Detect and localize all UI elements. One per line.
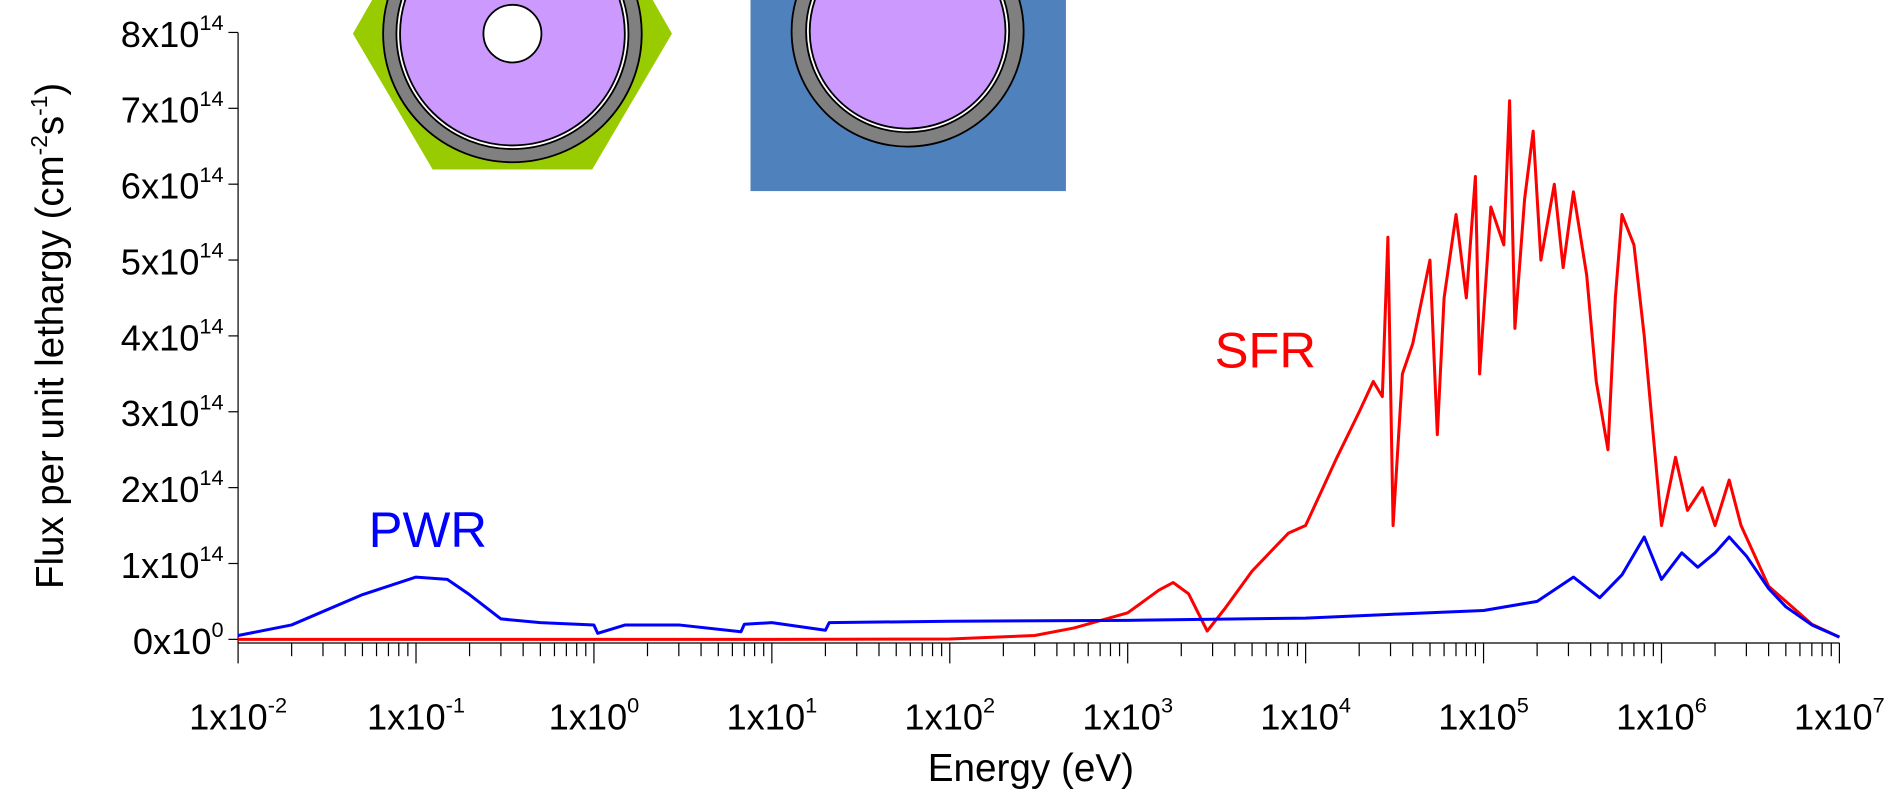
y-tick-base: 1x10 [121,545,200,586]
y-tick-exponent: 14 [199,389,223,414]
y-tick-base: 3x10 [121,393,200,434]
x-tick-exponent: 1 [805,693,817,718]
y-tick-base: 4x10 [121,317,200,358]
pwr-pin-cell [352,0,672,170]
x-tick-exponent: 4 [1339,693,1351,718]
y-label-part: ) [29,83,72,96]
series-annotation: SFR [1215,322,1317,379]
x-tick-exponent: -2 [268,693,287,718]
x-tick-base: 1x10 [1794,697,1873,738]
x-tick-base: 1x10 [904,697,983,738]
x-tick-exponent: 7 [1873,693,1885,718]
x-tick-base: 1x10 [1616,697,1695,738]
x-tick-label: 1x105 [1438,693,1529,738]
x-tick-label: 1x100 [549,693,640,738]
y-tick-exponent: 14 [199,465,223,490]
y-tick-exponent: 14 [199,541,223,566]
x-tick-label: 1x102 [904,693,995,738]
sfr-pin-cell [750,0,1066,192]
y-label-part: -1 [26,96,52,116]
y-tick-base: 8x10 [121,14,200,55]
y-tick-base: 5x10 [121,242,200,283]
x-tick-exponent: 0 [627,693,639,718]
x-tick-label: 1x107 [1794,693,1885,738]
series-line [237,535,1841,639]
y-tick-exponent: 14 [199,314,223,339]
x-tick-exponent: 2 [983,693,995,718]
y-label-part: Flux per unit lethargy (cm [29,155,72,589]
x-axis-label: Energy (eV) [928,747,1134,790]
y-tick-exponent: 14 [199,10,223,35]
x-tick-base: 1x10 [549,697,628,738]
y-tick-label: 2x1014 [121,465,224,510]
y-tick-label: 0x100 [133,617,224,662]
x-tick-exponent: 5 [1517,693,1529,718]
x-tick-label: 1x104 [1260,693,1351,738]
x-tick-exponent: 3 [1161,693,1173,718]
x-tick-exponent: -1 [446,693,465,718]
x-tick-label: 1x103 [1082,693,1173,738]
y-axis-label: Flux per unit lethargy (cm-2s-1) [26,83,72,589]
y-tick-label: 6x1014 [121,162,224,207]
y-tick-exponent: 14 [199,162,223,187]
y-tick-exponent: 14 [199,238,223,263]
y-tick-base: 2x10 [121,469,200,510]
x-tick-label: 1x106 [1616,693,1707,738]
y-tick-label: 8x1014 [121,10,224,55]
x-tick-base: 1x10 [1260,697,1339,738]
x-tick-label: 1x10-2 [189,693,287,738]
y-tick-label: 5x1014 [121,238,224,283]
x-tick-label: 1x101 [727,693,818,738]
y-tick-exponent: 14 [199,86,223,111]
x-tick-exponent: 6 [1695,693,1707,718]
y-tick-base: 7x10 [121,90,200,131]
y-label-part: s [29,116,72,135]
x-tick-label: 1x10-1 [367,693,465,738]
x-tick-base: 1x10 [727,697,806,738]
x-tick-base: 1x10 [367,697,446,738]
y-label-part: -2 [26,135,52,155]
y-tick-exponent: 0 [211,617,223,642]
y-tick-label: 7x1014 [121,86,224,131]
x-tick-base: 1x10 [1438,697,1517,738]
series-annotation: PWR [369,501,487,558]
x-tick-base: 1x10 [1082,697,1161,738]
y-tick-label: 4x1014 [121,314,224,359]
y-tick-base: 6x10 [121,166,200,207]
y-tick-label: 3x1014 [121,389,224,434]
x-tick-base: 1x10 [189,697,268,738]
y-tick-base: 0x10 [133,621,212,662]
y-tick-label: 1x1014 [121,541,224,586]
